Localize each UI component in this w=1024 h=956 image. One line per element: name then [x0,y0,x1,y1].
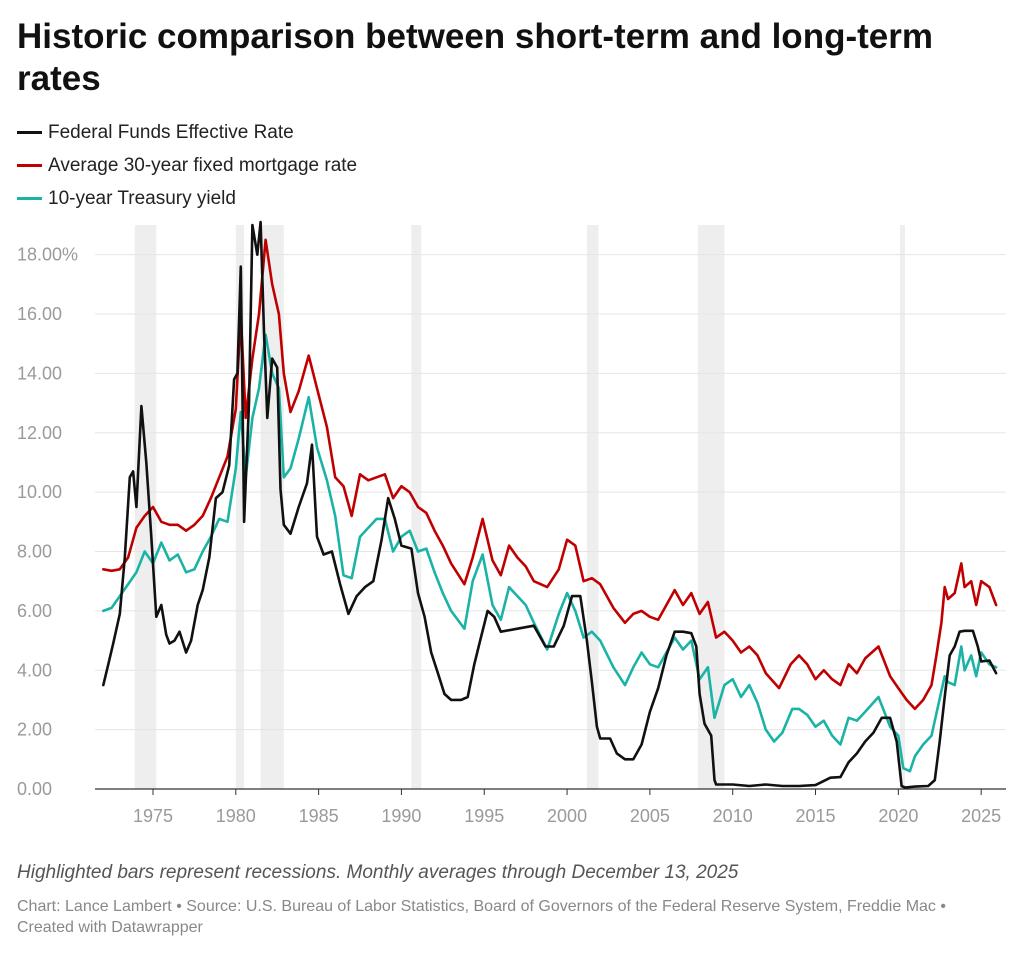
recession-bands [134,225,905,789]
series-line-mortgage [102,238,998,711]
recession-band-0 [134,225,157,789]
recession-band-1 [235,225,245,789]
legend-label-treasury: 10-year Treasury yield [48,187,236,209]
x-tick-label-2020: 2020 [878,806,918,826]
legend-swatch-treasury [17,197,42,200]
legend-swatch-fed-funds [17,131,42,134]
series-lines [102,220,998,789]
x-tick-label-2015: 2015 [795,806,835,826]
x-tick-label-1975: 1975 [133,806,173,826]
line-chart: 0.00 2.00 4.00 6.00 8.00 10.00 12.00 14.00 16.00… [17,220,1006,826]
x-axis: 1975 1980 1985 1990 1995 2000 2005 2010 2015 2020… [133,789,1001,826]
recession-band-3 [411,225,422,789]
legend-swatch-mortgage [17,164,42,167]
series-line-fed-funds [102,220,998,789]
chart-credits: Chart: Lance Lambert • Source: U.S. Bure… [17,898,946,936]
y-tick-label-16: 16.00 [17,304,62,324]
x-tick-label-1990: 1990 [381,806,421,826]
y-tick-label-2: 2.00 [17,720,52,740]
y-tick-label-14: 14.00 [17,363,62,383]
recession-band-6 [899,225,905,789]
x-tick-label-2005: 2005 [630,806,670,826]
legend-item-mortgage: Average 30-year fixed mortgage rate [17,149,357,182]
x-tick-label-2000: 2000 [547,806,587,826]
y-tick-label-18: 18.00% [17,245,78,265]
y-tick-label-4: 4.00 [17,660,52,680]
legend-item-fed-funds: Federal Funds Effective Rate [17,116,357,149]
y-tick-label-12: 12.00 [17,423,62,443]
x-tick-label-1995: 1995 [464,806,504,826]
y-tick-label-6: 6.00 [17,601,52,621]
y-axis: 0.00 2.00 4.00 6.00 8.00 10.00 12.00 14.00 16.00… [17,245,78,799]
x-tick-label-2010: 2010 [713,806,753,826]
x-tick-label-1985: 1985 [299,806,339,826]
y-tick-label-10: 10.00 [17,482,62,502]
recession-band-4 [586,225,599,789]
chart-notes: Highlighted bars represent recessions. M… [17,862,739,883]
legend-label-mortgage: Average 30-year fixed mortgage rate [48,154,358,176]
legend: Federal Funds Effective Rate Average 30-… [17,116,357,215]
x-tick-label-1980: 1980 [216,806,256,826]
y-tick-label-8: 8.00 [17,542,52,562]
chart-title: Historic comparison between short-term a… [17,17,933,98]
legend-label-fed-funds: Federal Funds Effective Rate [48,121,294,143]
legend-item-treasury: 10-year Treasury yield [17,182,357,215]
y-tick-label-0: 0.00 [17,779,52,799]
x-tick-label-2025: 2025 [961,806,1001,826]
